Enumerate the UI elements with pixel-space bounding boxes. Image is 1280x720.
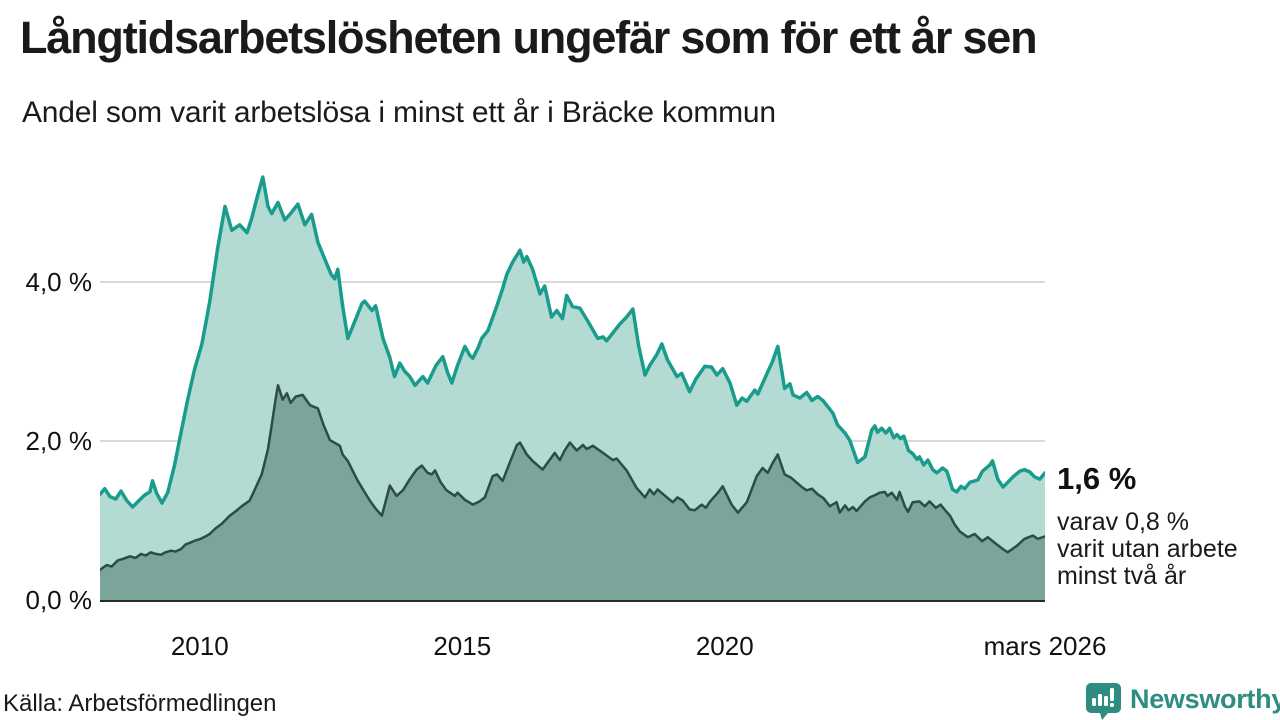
end-value-detail-line: varit utan arbete	[1057, 535, 1238, 563]
end-value-annotation: 1,6 % varav 0,8 % varit utan arbete minst …	[1057, 461, 1272, 590]
series-line-1	[100, 384, 1045, 572]
area-chart	[100, 175, 1045, 602]
source-text: Källa: Arbetsförmedlingen	[3, 690, 277, 717]
x-tick-label: 2015	[433, 631, 492, 661]
page-title: Långtidsarbetslösheten ungefär som för e…	[20, 12, 1038, 63]
end-value-label: 1,6 %	[1057, 461, 1137, 496]
y-tick-label: 0,0 %	[25, 585, 93, 615]
end-value-detail-line: varav 0,8 %	[1057, 508, 1190, 536]
series-fill-1	[100, 385, 1045, 600]
end-value-detail-line: minst två år	[1057, 562, 1187, 590]
x-tick-label: 2020	[695, 631, 754, 661]
series-line-0	[100, 175, 1045, 509]
x-tick-label: 2010	[170, 631, 229, 661]
y-tick-label: 4,0 %	[25, 267, 93, 297]
end-value-details: varav 0,8 % varit utan arbete minst två år	[1057, 509, 1272, 590]
page-subtitle: Andel som varit arbetslösa i minst ett å…	[22, 96, 776, 129]
x-tick-label: mars 2026	[983, 631, 1107, 661]
newsworthy-logo: Newsworthy	[1084, 681, 1280, 720]
y-tick-label: 2,0 %	[25, 426, 93, 456]
newsworthy-wordmark: Newsworthy	[1130, 684, 1280, 714]
newsworthy-bubble-chart-icon	[1086, 683, 1121, 720]
